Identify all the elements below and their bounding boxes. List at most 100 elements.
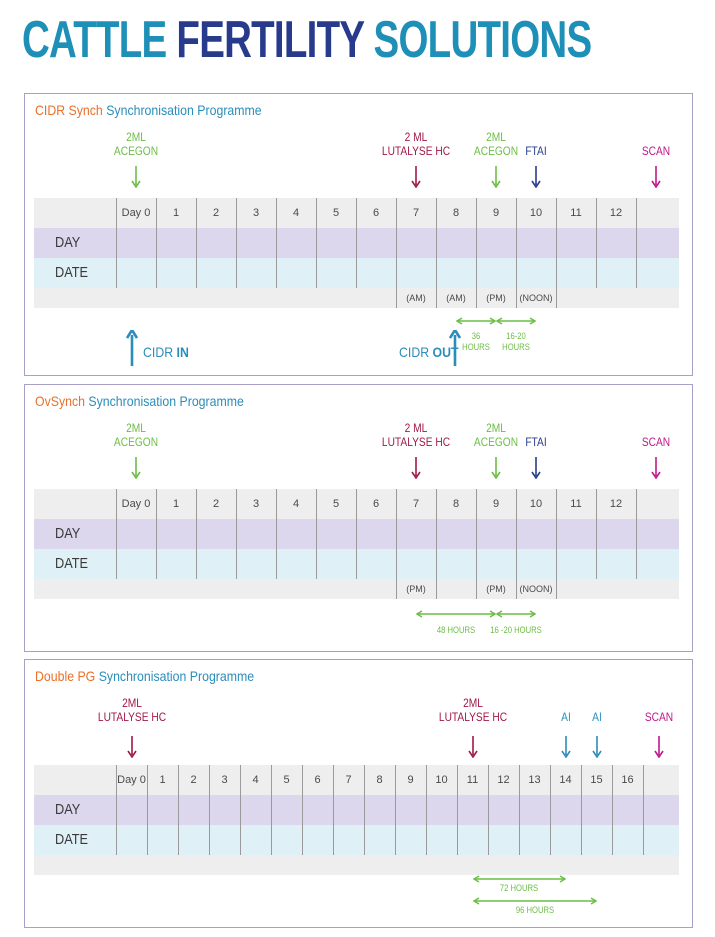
ovsynch-grid-line: [276, 489, 277, 579]
cidr-day-number: Day 0: [121, 207, 151, 219]
cidr-time-note: (PM): [486, 293, 506, 303]
doublepg-day-number: 8: [376, 774, 383, 786]
cidr-note-divider: [436, 288, 437, 308]
doublepg-grid-line: [550, 765, 551, 855]
ovsynch-note-divider: [436, 579, 437, 599]
doublepg-day-row: [34, 795, 679, 825]
cidr-marker-label: FTAI: [525, 144, 547, 158]
ovsynch-title-suffix: Synchronisation Programme: [88, 393, 244, 409]
cidr-note-divider: [556, 288, 557, 308]
ovsynch-day-number: 5: [332, 498, 340, 510]
ovsynch-down-arrow-icon: [131, 457, 141, 479]
doublepg-title-prefix: Double PG: [35, 668, 96, 684]
ovsynch-panel-title: OvSynch Synchronisation Programme: [35, 393, 244, 409]
doublepg-grid-line: [426, 765, 427, 855]
ovsynch-grid-line: [596, 489, 597, 579]
cidr-marker-label: 2 ML LUTALYSE HC: [381, 130, 451, 158]
ovsynch-interval-label: 16 -20 HOURS: [490, 625, 542, 635]
ovsynch-marker-label: SCAN: [641, 435, 671, 449]
ovsynch-down-arrow-icon: [491, 457, 501, 479]
ovsynch-panel: OvSynch Synchronisation Programme DAY DAT…: [24, 384, 693, 652]
doublepg-day-number: 2: [190, 774, 197, 786]
doublepg-day-number: 12: [497, 774, 510, 786]
doublepg-marker-label: 2ML LUTALYSE HC: [438, 696, 507, 724]
doublepg-grid-line: [612, 765, 613, 855]
doublepg-marker-label: SCAN: [644, 710, 673, 724]
doublepg-day-number: 4: [252, 774, 259, 786]
doublepg-day-number: 1: [159, 774, 166, 786]
doublepg-grid-line: [302, 765, 303, 855]
ovsynch-time-note: (NOON): [519, 584, 553, 594]
doublepg-day-number: 13: [528, 774, 541, 786]
doublepg-day-number: 6: [314, 774, 321, 786]
doublepg-grid-line: [178, 765, 179, 855]
cidr-grid-line: [156, 198, 157, 288]
doublepg-day-number: Day 0: [117, 774, 146, 786]
cidr-day-label: DAY: [55, 234, 81, 251]
cidr-grid-line: [556, 198, 557, 288]
ovsynch-note-divider: [476, 579, 477, 599]
cidr-grid-line: [396, 198, 397, 288]
cidr-marker-label: SCAN: [641, 144, 671, 158]
ovsynch-day-number: 12: [609, 498, 623, 510]
ovsynch-note-divider: [396, 579, 397, 599]
ovsynch-marker-label: 2ML ACEGON: [113, 421, 159, 449]
cidr-day-number: 7: [412, 207, 420, 219]
ovsynch-day-number: Day 0: [121, 498, 151, 510]
doublepg-grid-line: [240, 765, 241, 855]
cidr-time-note: (NOON): [519, 293, 553, 303]
doublepg-down-arrow-icon: [591, 736, 602, 758]
cidr-title-suffix: Synchronisation Programme: [106, 102, 262, 118]
cidr-note-divider: [396, 288, 397, 308]
ovsynch-day-number: 9: [492, 498, 500, 510]
ovsynch-note-divider: [516, 579, 517, 599]
ovsynch-day-number: 8: [452, 498, 460, 510]
cidr-date-label: DATE: [55, 264, 89, 281]
cidr-notes-row: [34, 288, 679, 308]
title-word-fertility: FERTILITY: [176, 11, 364, 69]
cidr-grid-line: [436, 198, 437, 288]
doublepg-day-number: 9: [407, 774, 414, 786]
ovsynch-time-note: (PM): [406, 584, 426, 594]
cidr-day-number: 8: [452, 207, 460, 219]
doublepg-down-arrow-icon: [560, 736, 571, 758]
cidr-grid-line: [116, 198, 117, 288]
ovsynch-day-number: 1: [172, 498, 180, 510]
ovsynch-grid-line: [516, 489, 517, 579]
doublepg-interval-arrow-icon: [472, 897, 597, 905]
ovsynch-day-number: 7: [412, 498, 420, 510]
doublepg-title-suffix: Synchronisation Programme: [98, 668, 255, 684]
doublepg-grid-line: [581, 765, 582, 855]
doublepg-panel-title: Double PG Synchronisation Programme: [35, 668, 254, 684]
ovsynch-time-note: (PM): [486, 584, 506, 594]
ovsynch-down-arrow-icon: [531, 457, 541, 479]
doublepg-grid-line: [364, 765, 365, 855]
cidr-interval-label: 16-20 HOURS: [502, 331, 530, 352]
doublepg-interval-label: 72 HOURS: [499, 883, 539, 893]
doublepg-grid-line: [457, 765, 458, 855]
doublepg-day-number: 10: [435, 774, 448, 786]
cidr-grid-line: [196, 198, 197, 288]
cidr-down-arrow-icon: [491, 166, 501, 188]
ovsynch-interval-arrow-icon: [416, 610, 496, 618]
doublepg-down-arrow-icon: [653, 736, 664, 758]
doublepg-day-header-row: [34, 765, 679, 795]
ovsynch-day-number: 4: [292, 498, 300, 510]
doublepg-down-arrow-icon: [126, 736, 137, 758]
doublepg-day-number: 5: [283, 774, 290, 786]
cidr-interval-label: 36 HOURS: [462, 331, 490, 352]
doublepg-date-label: DATE: [55, 831, 89, 848]
doublepg-grid-line: [519, 765, 520, 855]
ovsynch-grid-line: [356, 489, 357, 579]
doublepg-day-number: 3: [221, 774, 228, 786]
cidr-in-bold: IN: [176, 344, 189, 360]
doublepg-grid-line: [271, 765, 272, 855]
ovsynch-day-number: 6: [372, 498, 380, 510]
cidr-grid-line: [476, 198, 477, 288]
ovsynch-day-label: DAY: [55, 525, 81, 542]
ovsynch-grid-line: [316, 489, 317, 579]
ovsynch-grid-line: [476, 489, 477, 579]
ovsynch-grid-line: [556, 489, 557, 579]
ovsynch-interval-arrow-icon: [496, 610, 536, 618]
doublepg-day-number: 15: [590, 774, 603, 786]
